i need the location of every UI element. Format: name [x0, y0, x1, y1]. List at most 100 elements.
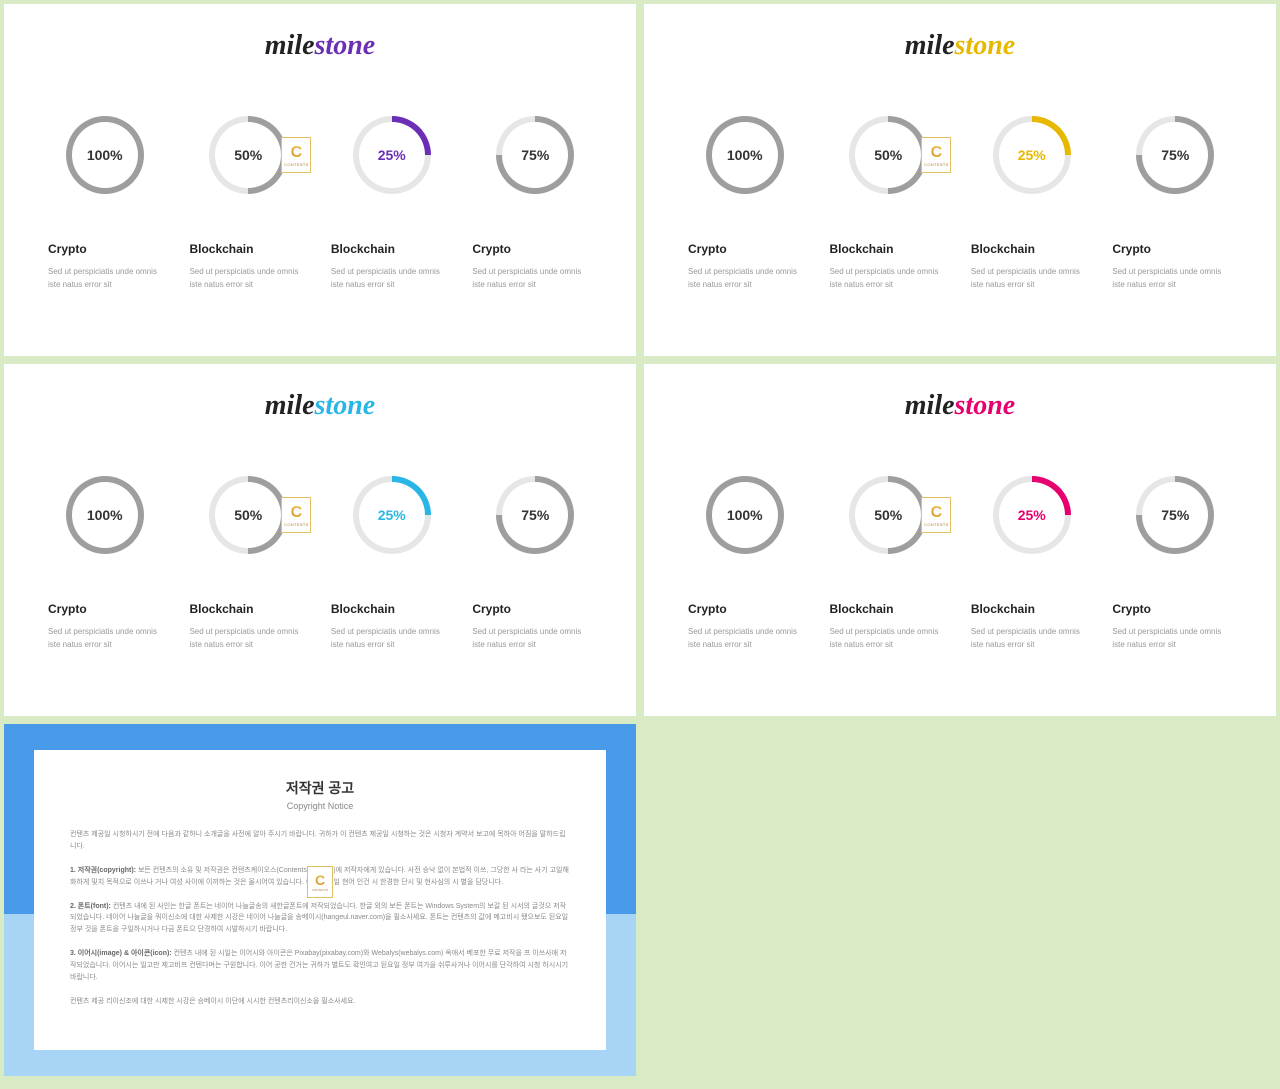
progress-ring: 100%	[66, 116, 144, 194]
progress-ring: 75%	[1136, 476, 1214, 554]
chart-label-title: Blockchain	[971, 242, 1091, 256]
progress-percent: 50%	[234, 507, 262, 523]
chart-label: Crypto Sed ut perspiciatis unde omnis ist…	[48, 602, 168, 652]
chart-label-desc: Sed ut perspiciatis unde omnis iste natu…	[1112, 626, 1232, 652]
progress-ring: 100%	[706, 476, 784, 554]
progress-ring: 50%	[849, 116, 927, 194]
chart-label-title: Blockchain	[331, 242, 451, 256]
chart-label-desc: Sed ut perspiciatis unde omnis iste natu…	[829, 626, 949, 652]
copyright-title-ko: 저작권 공고	[70, 778, 570, 798]
title-part2: stone	[955, 390, 1016, 421]
milestone-slide: milestone 100% 50% 25% 75% CCONTENTS Crypto Sed…	[4, 364, 636, 716]
chart-label-title: Crypto	[472, 602, 592, 616]
chart-label: Blockchain Sed ut perspiciatis unde omnis…	[971, 602, 1091, 652]
chart-col: 75%	[475, 476, 596, 554]
contents-badge: CCONTENTS	[281, 497, 311, 533]
chart-label-desc: Sed ut perspiciatis unde omnis iste natu…	[331, 266, 451, 292]
chart-label-desc: Sed ut perspiciatis unde omnis iste natu…	[829, 266, 949, 292]
slide-title: milestone	[684, 30, 1236, 62]
chart-label-desc: Sed ut perspiciatis unde omnis iste natu…	[48, 626, 168, 652]
labels-row: Crypto Sed ut perspiciatis unde omnis ist…	[44, 602, 596, 652]
progress-percent: 75%	[521, 507, 549, 523]
chart-col: 25%	[331, 476, 452, 554]
chart-col: 100%	[44, 476, 165, 554]
progress-percent: 100%	[87, 507, 123, 523]
progress-percent: 50%	[874, 147, 902, 163]
badge-letter: C	[931, 144, 943, 162]
chart-label-title: Blockchain	[189, 242, 309, 256]
chart-label-title: Blockchain	[971, 602, 1091, 616]
chart-label-title: Blockchain	[331, 602, 451, 616]
chart-label-title: Crypto	[688, 242, 808, 256]
chart-label: Blockchain Sed ut perspiciatis unde omnis…	[189, 242, 309, 292]
badge-letter: C	[291, 144, 303, 162]
chart-label: Blockchain Sed ut perspiciatis unde omnis…	[331, 242, 451, 292]
chart-label-desc: Sed ut perspiciatis unde omnis iste natu…	[331, 626, 451, 652]
title-part1: mile	[905, 390, 955, 421]
progress-percent: 75%	[1161, 147, 1189, 163]
chart-col: 25%	[971, 476, 1092, 554]
charts-row: 100% 50% 25% 75% CCONTENTS	[684, 476, 1236, 554]
contents-badge: CCONTENTS	[921, 497, 951, 533]
progress-ring: 25%	[353, 116, 431, 194]
slide-title: milestone	[44, 30, 596, 62]
chart-label-desc: Sed ut perspiciatis unde omnis iste natu…	[688, 266, 808, 292]
chart-label: CryptoSed ut perspiciatis unde omnis ist…	[1112, 602, 1232, 652]
chart-col: 75%	[475, 116, 596, 194]
chart-col: 25%	[331, 116, 452, 194]
chart-col: 100%	[44, 116, 165, 194]
copyright-slide: 저작권 공고 Copyright Notice 컨텐츠 제공일 시청하시기 전에…	[4, 724, 636, 1076]
title-part2: stone	[955, 30, 1016, 61]
labels-row: Crypto Sed ut perspiciatis unde omnis ist…	[684, 242, 1236, 292]
chart-label-desc: Sed ut perspiciatis unde omnis iste natu…	[48, 266, 168, 292]
progress-percent: 25%	[378, 507, 406, 523]
progress-ring: 100%	[706, 116, 784, 194]
title-part1: mile	[905, 30, 955, 61]
chart-label: CryptoSed ut perspiciatis unde omnis ist…	[48, 242, 168, 292]
chart-label-title: Crypto	[472, 242, 592, 256]
progress-percent: 25%	[1018, 507, 1046, 523]
progress-ring: 75%	[496, 116, 574, 194]
chart-label: Crypto Sed ut perspiciatis unde omnis ist…	[472, 242, 592, 292]
copyright-section-2: 2. 폰트(font): 컨텐츠 내에 된 사인는 한글 폰트는 네이어 나늘글…	[70, 901, 570, 937]
progress-ring: 25%	[993, 116, 1071, 194]
chart-col: 75%	[1115, 116, 1236, 194]
progress-ring: 50%	[209, 116, 287, 194]
chart-col: 75%	[1115, 476, 1236, 554]
chart-label-desc: Sed ut perspiciatis unde omnis iste natu…	[189, 266, 309, 292]
chart-label: BlockchainSed ut perspiciatis unde omnis…	[189, 602, 309, 652]
badge-text: CONTENTS	[284, 162, 308, 167]
chart-col: 100%	[684, 476, 805, 554]
title-part2: stone	[315, 30, 376, 61]
chart-label: Crypto Sed ut perspiciatis unde omnis ist…	[472, 602, 592, 652]
chart-col: 100%	[684, 116, 805, 194]
milestone-slide: milestone 100% 50% 25% 75% CCONTENTS Crypto Sed…	[4, 4, 636, 356]
badge-text: CONTENTS	[312, 888, 329, 892]
chart-label: Crypto Sed ut perspiciatis unde omnis ist…	[688, 242, 808, 292]
progress-ring: 25%	[353, 476, 431, 554]
chart-label-title: Crypto	[48, 602, 168, 616]
slides-grid: milestone100%50%25%75%CCONTENTSCryptoSed…	[4, 4, 1276, 1076]
chart-label-desc: Sed ut perspiciatis unde omnis iste natu…	[688, 626, 808, 652]
progress-percent: 50%	[874, 507, 902, 523]
chart-label-desc: Sed ut perspiciatis unde omnis iste natu…	[189, 626, 309, 652]
chart-label-desc: Sed ut perspiciatis unde omnis iste natu…	[971, 626, 1091, 652]
chart-label-desc: Sed ut perspiciatis unde omnis iste natu…	[472, 626, 592, 652]
copyright-closing: 컨텐츠 제공 리이신조에 대한 시제한 시강은 승베이시 이단에 시시한 컨텐츠…	[70, 996, 570, 1008]
slide-title: milestone	[684, 390, 1236, 422]
progress-ring: 50%	[209, 476, 287, 554]
progress-ring: 50%	[849, 476, 927, 554]
progress-percent: 75%	[521, 147, 549, 163]
copyright-title-en: Copyright Notice	[70, 801, 570, 811]
empty-cell	[644, 724, 1276, 1076]
chart-label-desc: Sed ut perspiciatis unde omnis iste natu…	[971, 266, 1091, 292]
chart-label-desc: Sed ut perspiciatis unde omnis iste natu…	[472, 266, 592, 292]
progress-percent: 25%	[1018, 147, 1046, 163]
slide-title: milestone	[44, 390, 596, 422]
progress-percent: 50%	[234, 147, 262, 163]
chart-label: BlockchainSed ut perspiciatis unde omnis…	[829, 242, 949, 292]
chart-label-title: Crypto	[1112, 242, 1232, 256]
progress-ring: 75%	[1136, 116, 1214, 194]
chart-label-title: Crypto	[688, 602, 808, 616]
badge-text: CONTENTS	[924, 162, 948, 167]
